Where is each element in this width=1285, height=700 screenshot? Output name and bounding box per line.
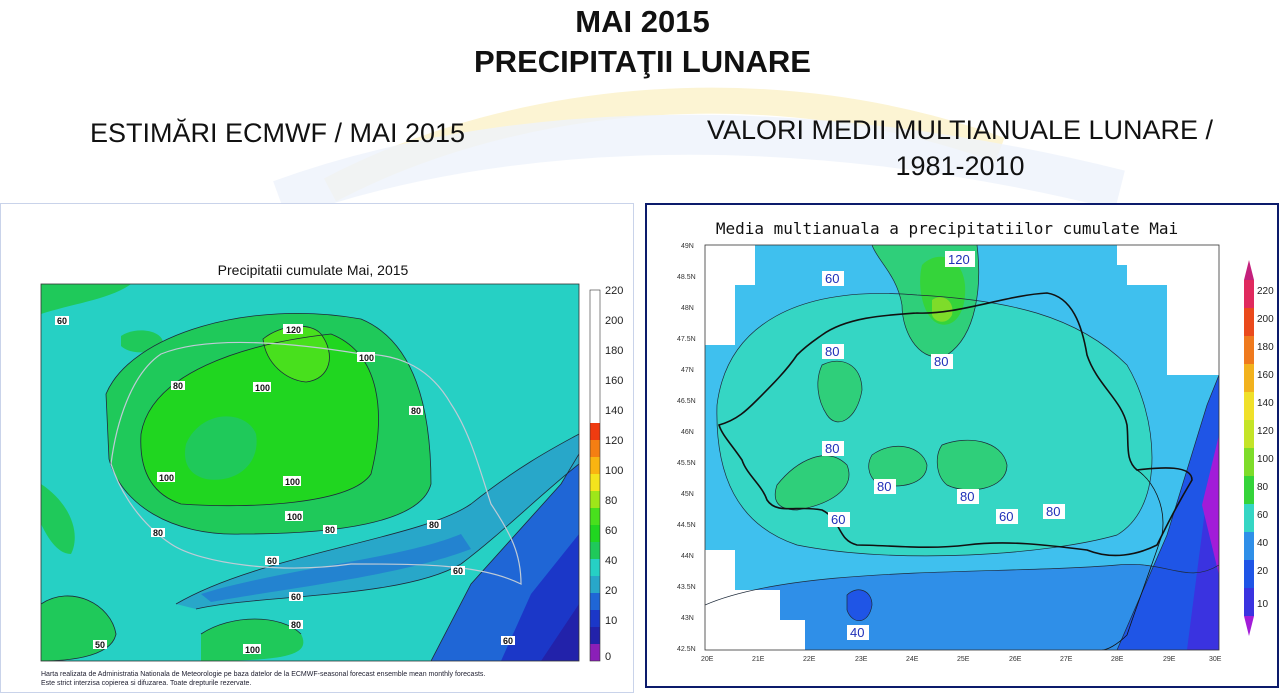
left-contour-label: 60 — [291, 592, 301, 602]
left-precipitation-map: 60 120 100 80 100 80 100 100 100 80 80 8… — [40, 283, 623, 663]
lon-label: 30E — [1209, 656, 1222, 663]
right-map-panel: Media multianuala a precipitatiilor cumu… — [645, 203, 1279, 688]
right-colorbar-tick: 180 — [1257, 342, 1274, 353]
left-colorbar-tick: 40 — [605, 555, 617, 567]
lon-label: 21E — [752, 656, 765, 663]
lon-label: 27E — [1060, 656, 1073, 663]
title-line-2: PRECIPITAŢII LUNARE — [474, 44, 811, 79]
right-colorbar-tick: 220 — [1257, 286, 1274, 297]
right-map-title: Media multianuala a precipitatiilor cumu… — [715, 219, 1179, 238]
left-colorbar-tick: 180 — [605, 345, 623, 357]
right-contour-label: 40 — [850, 625, 864, 640]
lat-label: 47N — [681, 367, 694, 374]
title-line-1: MAI 2015 — [575, 4, 710, 39]
lat-label: 48.5N — [677, 274, 696, 281]
right-colorbar-tick: 140 — [1257, 398, 1274, 409]
right-contour-label: 80 — [1046, 504, 1060, 519]
left-contour-label: 100 — [245, 645, 260, 655]
right-colorbar-tick: 40 — [1257, 538, 1269, 549]
lon-label: 29E — [1163, 656, 1176, 663]
right-colorbar: 220 200 180 160 140 120 100 80 60 40 20 … — [1244, 260, 1274, 636]
right-colorbar-tick: 60 — [1257, 510, 1269, 521]
right-subtitle: VALORI MEDII MULTIANUALE LUNARE / 1981-2… — [650, 112, 1270, 184]
left-colorbar: 220 200 180 160 140 120 100 80 60 40 20 … — [589, 285, 623, 663]
right-contour-label: 80 — [934, 354, 948, 369]
left-contour-label: 80 — [325, 525, 335, 535]
left-contour-label: 80 — [291, 620, 301, 630]
lat-label: 43.5N — [677, 584, 696, 591]
right-contour-label: 60 — [831, 512, 845, 527]
right-contour-label: 80 — [825, 344, 839, 359]
right-colorbar-tick: 80 — [1257, 482, 1269, 493]
right-contour-label: 120 — [948, 252, 970, 267]
right-precipitation-map: 120 60 80 80 80 80 80 80 60 60 40 49N 48… — [677, 243, 1274, 663]
right-contour-label: 60 — [999, 509, 1013, 524]
lat-label: 44.5N — [677, 522, 696, 529]
lat-label: 42.5N — [677, 646, 696, 653]
left-colorbar-tick: 80 — [605, 495, 617, 507]
lat-label: 45.5N — [677, 460, 696, 467]
left-contour-label: 60 — [503, 636, 513, 646]
right-colorbar-tick: 120 — [1257, 426, 1274, 437]
left-colorbar-tick: 20 — [605, 585, 617, 597]
left-colorbar-tick: 140 — [605, 405, 623, 417]
left-map-title: Precipitatii cumulate Mai, 2015 — [217, 262, 409, 278]
left-colorbar-tick: 200 — [605, 315, 623, 327]
right-contour-label: 80 — [960, 489, 974, 504]
right-contour-label: 60 — [825, 271, 839, 286]
left-colorbar-tick: 160 — [605, 375, 623, 387]
left-colorbar-tick: 10 — [605, 615, 617, 627]
right-contour-label: 80 — [825, 441, 839, 456]
footnote-line-2: Este strict interzisa copierea si difuza… — [41, 680, 252, 687]
right-contour-label: 80 — [877, 479, 891, 494]
left-contour-label: 50 — [95, 640, 105, 650]
left-contour-label: 100 — [255, 383, 270, 393]
right-colorbar-tick: 20 — [1257, 566, 1269, 577]
left-contour-label: 100 — [285, 477, 300, 487]
left-map-panel: Precipitatii cumulate Mai, 2015 — [0, 203, 634, 693]
right-subtitle-line-1: VALORI MEDII MULTIANUALE LUNARE / — [706, 115, 1214, 145]
right-colorbar-tick: 100 — [1257, 454, 1274, 465]
lat-label: 49N — [681, 243, 694, 250]
left-contour-label: 80 — [411, 406, 421, 416]
left-contour-label: 80 — [429, 520, 439, 530]
left-contour-label: 120 — [286, 325, 301, 335]
lat-label: 47.5N — [677, 336, 696, 343]
lon-label: 28E — [1111, 656, 1124, 663]
lon-label: 25E — [957, 656, 970, 663]
lon-label: 26E — [1009, 656, 1022, 663]
lat-label: 46N — [681, 429, 694, 436]
lat-label: 48N — [681, 305, 694, 312]
lon-label: 22E — [803, 656, 816, 663]
page-title: MAI 2015 PRECIPITAŢII LUNARE — [0, 2, 1285, 82]
right-colorbar-tick: 200 — [1257, 314, 1274, 325]
footnote-line-1: Harta realizata de Administratia Nationa… — [41, 671, 486, 678]
left-contour-label: 80 — [153, 528, 163, 538]
right-colorbar-tick: 160 — [1257, 370, 1274, 381]
left-colorbar-tick: 60 — [605, 525, 617, 537]
lat-label: 43N — [681, 615, 694, 622]
right-colorbar-tick: 10 — [1257, 599, 1269, 610]
right-subtitle-line-2: 1981-2010 — [895, 151, 1025, 181]
left-contour-label: 100 — [159, 473, 174, 483]
left-contour-label: 100 — [287, 512, 302, 522]
left-contour-label: 100 — [359, 353, 374, 363]
left-contour-label: 60 — [57, 316, 67, 326]
lat-label: 44N — [681, 553, 694, 560]
left-colorbar-tick: 100 — [605, 465, 623, 477]
left-colorbar-tick: 120 — [605, 435, 623, 447]
left-subtitle: ESTIMĂRI ECMWF / MAI 2015 — [90, 118, 466, 148]
left-contour-label: 80 — [173, 381, 183, 391]
lon-label: 24E — [906, 656, 919, 663]
lon-label: 23E — [855, 656, 868, 663]
left-colorbar-tick: 220 — [605, 285, 623, 297]
lon-label: 20E — [701, 656, 714, 663]
left-colorbar-tick: 0 — [605, 651, 611, 663]
left-map-footnote: Harta realizata de Administratia Nationa… — [41, 670, 601, 688]
left-contour-label: 60 — [453, 566, 463, 576]
lat-label: 45N — [681, 491, 694, 498]
left-contour-label: 60 — [267, 556, 277, 566]
lat-label: 46.5N — [677, 398, 696, 405]
